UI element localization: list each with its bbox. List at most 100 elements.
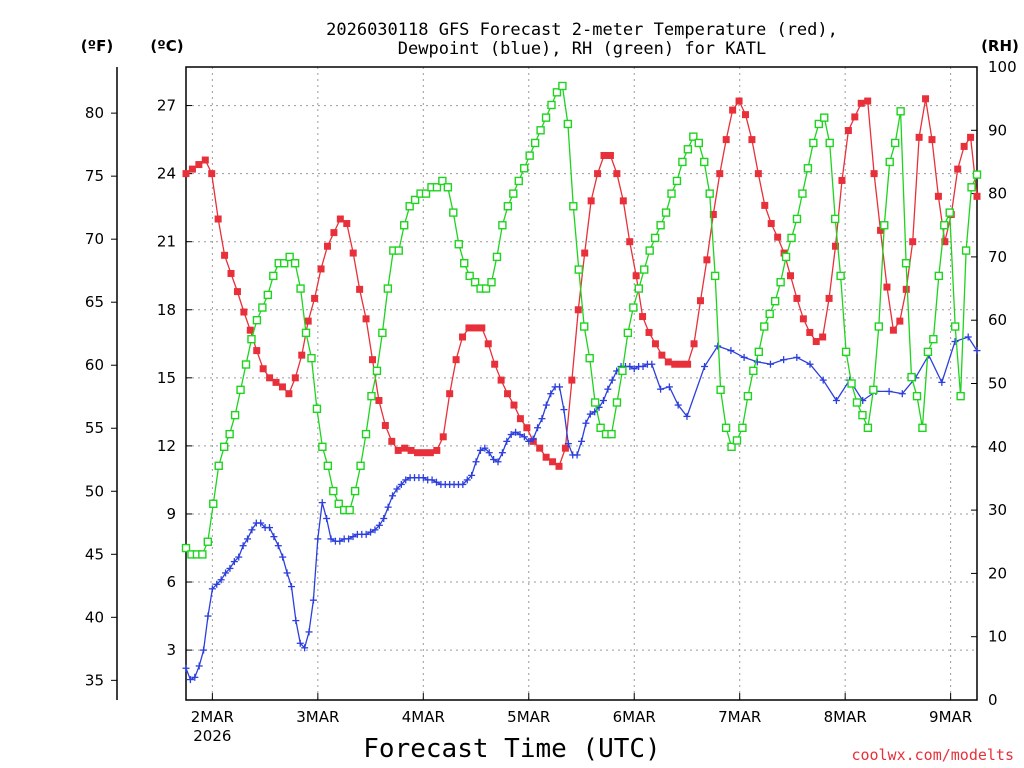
dewpoint-point (419, 474, 427, 482)
temperature-point (754, 170, 762, 178)
rh-point (710, 271, 720, 281)
rh-point (787, 233, 796, 243)
temperature-point (793, 294, 801, 302)
dewpoint-point (432, 478, 440, 486)
rh-point (612, 398, 622, 407)
rh-point (694, 138, 703, 148)
temperature-point (433, 446, 441, 454)
rh-point (929, 334, 938, 344)
rh-point (956, 391, 965, 401)
temperature-point (233, 288, 241, 296)
rh-point (383, 284, 393, 293)
temperature-point (716, 170, 724, 178)
dewpoint-point (244, 535, 252, 543)
temperature-point (401, 444, 409, 452)
chart-title-line1: 2026030118 GFS Forecast 2-meter Temperat… (326, 20, 838, 40)
rh-point (705, 189, 714, 198)
temperature-point (613, 170, 621, 178)
dewpoint-point (507, 431, 515, 439)
rh-point (770, 297, 780, 306)
dewpoint-point (318, 499, 326, 507)
temperature-point (523, 424, 531, 432)
temperature-point (426, 449, 434, 457)
rh-point (880, 221, 889, 230)
temperature-point (471, 324, 479, 332)
rh-point (727, 442, 736, 451)
temperature-point (336, 215, 344, 223)
temperature-point (639, 313, 647, 321)
temperature-point (272, 378, 280, 386)
rh-point (852, 398, 862, 407)
dewpoint-point (226, 564, 234, 572)
rh-tick-label: 30 (988, 501, 1007, 519)
rh-point (345, 505, 354, 515)
temperature-point (201, 156, 209, 164)
dewpoint-point (323, 514, 331, 522)
temperature-point (709, 210, 717, 218)
dewpoint-point (819, 376, 827, 384)
dewpoint-point (714, 342, 722, 350)
dewpoint-point (780, 356, 788, 364)
rh-point (961, 246, 971, 255)
rh-point (918, 423, 927, 433)
temperature-point (388, 437, 396, 445)
temperature-point (356, 285, 364, 293)
dewpoint-point (204, 612, 212, 620)
dewpoint-point (362, 530, 370, 538)
rh-point (525, 151, 534, 160)
temperature-point (806, 328, 814, 336)
temperature-point (478, 324, 486, 332)
rh-tick-label: 100 (988, 58, 1017, 76)
x-axis-label: Forecast Time (UTC) (363, 734, 660, 764)
rh-point (367, 391, 376, 401)
rh-point (509, 189, 518, 198)
dewpoint-point (468, 471, 476, 479)
rh-point (950, 322, 960, 331)
temperature-point (787, 272, 795, 280)
rh-point (803, 164, 813, 173)
dewpoint-point (208, 585, 216, 593)
dewpoint-point (542, 401, 550, 409)
x-tick-label: 4MAR (402, 708, 445, 726)
temperature-point (729, 106, 737, 114)
rh-point (776, 278, 785, 287)
dewpoint-point (213, 580, 221, 588)
rh-point (841, 347, 851, 357)
rh-point (885, 157, 894, 167)
dewpoint-point (534, 424, 542, 432)
rh-point (438, 176, 447, 186)
temperature-point (851, 113, 859, 121)
rh-point (198, 550, 207, 559)
dewpoint-point (349, 533, 357, 541)
temperature-point (240, 308, 248, 316)
temperature-point (619, 197, 627, 205)
dewpoint-point (490, 456, 498, 464)
rh-point (329, 486, 338, 496)
dewpoint-point (195, 662, 203, 670)
rh-point (754, 347, 763, 357)
rh-point (732, 436, 742, 445)
rh-point (890, 138, 900, 148)
dewpoint-point (292, 617, 300, 625)
axes (111, 66, 978, 701)
plot-frame (185, 66, 978, 701)
rh-point (798, 189, 807, 198)
rh-point (683, 145, 693, 154)
temperature-point (677, 360, 685, 368)
dewpoint-point (336, 537, 344, 545)
dewpoint-point (222, 569, 230, 577)
rh-point (209, 499, 218, 508)
temperature-point (182, 170, 190, 178)
rh-point (536, 126, 545, 135)
dewpoint-point (265, 524, 273, 532)
x-tick-label: 2MAR (191, 708, 234, 726)
x-tick-label: 3MAR (296, 708, 339, 726)
temperature-point (664, 358, 672, 366)
dewpoint-point (538, 415, 546, 423)
rh-point (781, 252, 791, 262)
temperature-point (227, 269, 235, 277)
rh-point (247, 334, 256, 344)
temperature-point (349, 249, 357, 257)
rh-point (760, 322, 769, 331)
credit-link[interactable]: coolwx.com/modelts (851, 746, 1014, 764)
